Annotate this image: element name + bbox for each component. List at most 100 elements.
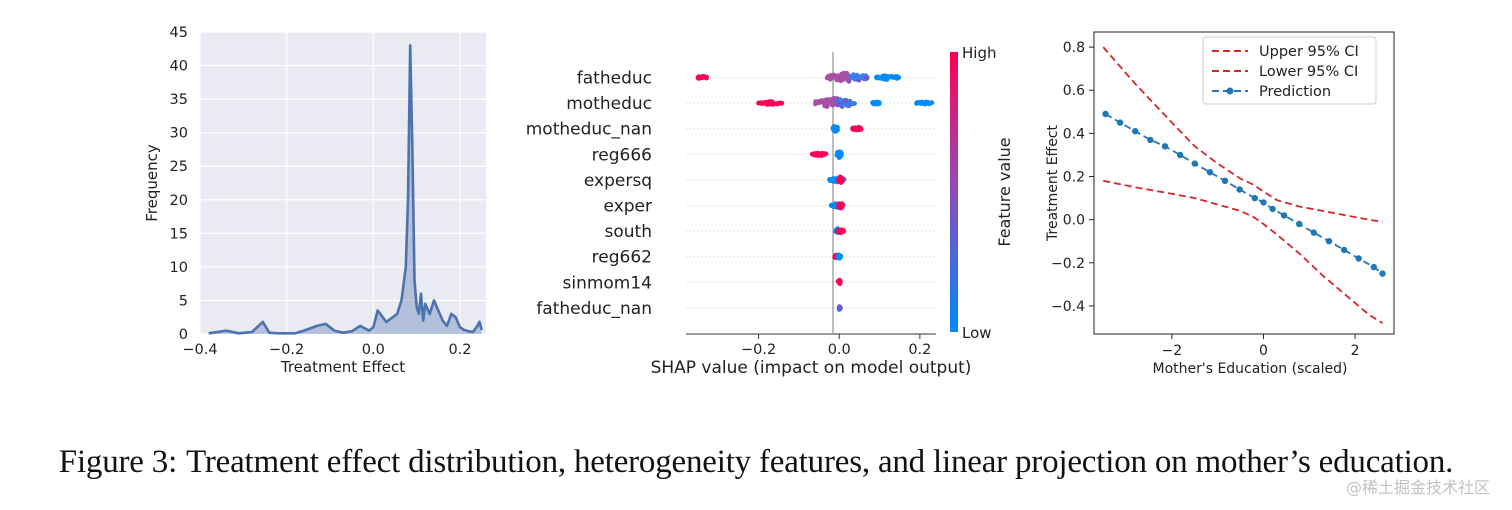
kde-y-tick-label: 40 (170, 59, 188, 75)
shap-point (892, 74, 898, 80)
shap-point (837, 97, 843, 103)
shap-point (923, 99, 929, 105)
legend-label-lower-ci: Lower 95% CI (1259, 64, 1358, 80)
shap-point (701, 74, 707, 80)
kde-y-axis-label: Frequency (143, 144, 161, 222)
projection-x-tick-label: −2 (1162, 343, 1183, 359)
projection-point (1236, 186, 1243, 193)
projection-y-tick-label: −0.2 (1051, 256, 1085, 272)
kde-x-tick-label: 0.0 (362, 342, 385, 358)
kde-y-tick-label: 0 (179, 327, 188, 343)
kde-x-axis-label: Treatment Effect (280, 358, 405, 376)
colorbar-high-label: High (962, 44, 996, 62)
shap-point (919, 100, 925, 106)
kde-y-tick-label: 35 (170, 92, 188, 108)
shap-x-axis-label: SHAP value (impact on model output) (651, 358, 972, 378)
shap-point (837, 281, 843, 287)
shap-point (825, 75, 831, 81)
projection-point (1206, 169, 1214, 176)
shap-point (875, 74, 880, 80)
projection-x-tick-label: 2 (1351, 343, 1360, 359)
shap-feature-label: reg666 (592, 145, 652, 165)
shap-point (828, 97, 833, 103)
projection-point (1132, 128, 1139, 135)
projection-point (1296, 220, 1303, 228)
shap-feature-label: exper (604, 197, 652, 217)
shap-feature-label: south (605, 222, 652, 242)
shap-feature-label: reg662 (592, 248, 652, 268)
projection-point (1147, 136, 1154, 144)
projection-y-tick-label: 0.0 (1063, 213, 1085, 229)
kde-plot-area (200, 32, 486, 334)
shap-point (875, 101, 881, 107)
shap-point (832, 74, 837, 79)
kde-x-tick-label: −0.2 (269, 342, 304, 358)
shap-point (828, 202, 834, 208)
shap-feature-label: fatheduc (577, 69, 652, 89)
shap-point (833, 128, 839, 134)
shap-x-tick-label: −0.2 (741, 342, 776, 358)
shap-point (864, 75, 869, 81)
projection-point (1176, 151, 1184, 159)
shap-point (840, 77, 846, 82)
legend-label-upper-ci: Upper 95% CI (1259, 44, 1359, 60)
projection-point (1340, 246, 1348, 254)
shap-point (840, 228, 846, 233)
shap-feature-label: sinmom14 (562, 273, 652, 293)
projection-point (1102, 110, 1109, 118)
legend-box (1202, 36, 1377, 105)
projection-point (1379, 270, 1386, 277)
shap-point (811, 151, 817, 157)
shap-point (914, 100, 920, 106)
shap-point (832, 96, 838, 101)
kde-x-tick-label: 0.2 (448, 342, 471, 358)
shap-point (819, 151, 825, 156)
kde-y-tick-label: 5 (179, 293, 188, 309)
projection-point (1355, 255, 1362, 262)
projection-x-axis-label: Mother's Education (scaled) (1152, 361, 1347, 377)
shap-point (842, 71, 848, 76)
shap-point (835, 102, 841, 108)
shap-point (844, 98, 850, 104)
shap-point (836, 177, 842, 182)
shap-point (871, 100, 877, 105)
shap-point (762, 100, 767, 106)
projection-point (1191, 160, 1199, 167)
shap-point (882, 76, 888, 82)
projection-y-tick-label: 0.8 (1063, 40, 1085, 56)
projection-x-tick-label: 0 (1259, 343, 1268, 359)
kde-panel: 0 5 10 15 20 25 30 35 40 45 −0.4 −0.2 0.0 0.2 Treatm… (143, 25, 486, 376)
colorbar-axis-label: Feature value (995, 137, 1014, 246)
shap-point (834, 124, 839, 130)
shap-point (856, 127, 862, 133)
projection-y-tick-label: 0.4 (1063, 126, 1085, 142)
projection-point (1280, 212, 1288, 219)
shap-point (837, 277, 842, 283)
colorbar-low-label: Low (962, 324, 992, 342)
shap-point (829, 177, 835, 182)
kde-y-tick-label: 20 (170, 193, 188, 209)
kde-curve (208, 44, 483, 335)
shap-x-tick-label: 0.2 (908, 342, 931, 358)
shap-x-tick-label: 0.0 (828, 342, 851, 358)
legend-marker-prediction (1226, 87, 1234, 95)
kde-y-tick-label: 10 (170, 260, 188, 276)
projection-point (1325, 238, 1333, 245)
projection-plot-frame (1093, 31, 1395, 335)
legend-label-prediction: Prediction (1259, 84, 1331, 100)
projection-y-tick-label: −0.4 (1051, 299, 1085, 315)
projection-y-tick-label: 0.2 (1063, 170, 1085, 186)
kde-y-tick-label: 30 (170, 126, 188, 142)
kde-y-tick-label: 45 (170, 25, 188, 41)
shap-point (836, 203, 842, 209)
shap-colorbar (950, 52, 958, 332)
shap-point (835, 228, 841, 234)
projection-point (1221, 177, 1229, 184)
shap-feature-label: fatheduc_nan (536, 299, 652, 319)
shap-point (813, 99, 818, 104)
projection-point (1370, 263, 1378, 271)
projection-panel: −0.4 −0.2 0.0 0.2 0.4 0.6 0.8 −2 0 2 Mother's Ed… (1045, 31, 1395, 377)
projection-y-tick-label: 0.6 (1063, 83, 1085, 99)
shap-point (847, 101, 853, 107)
